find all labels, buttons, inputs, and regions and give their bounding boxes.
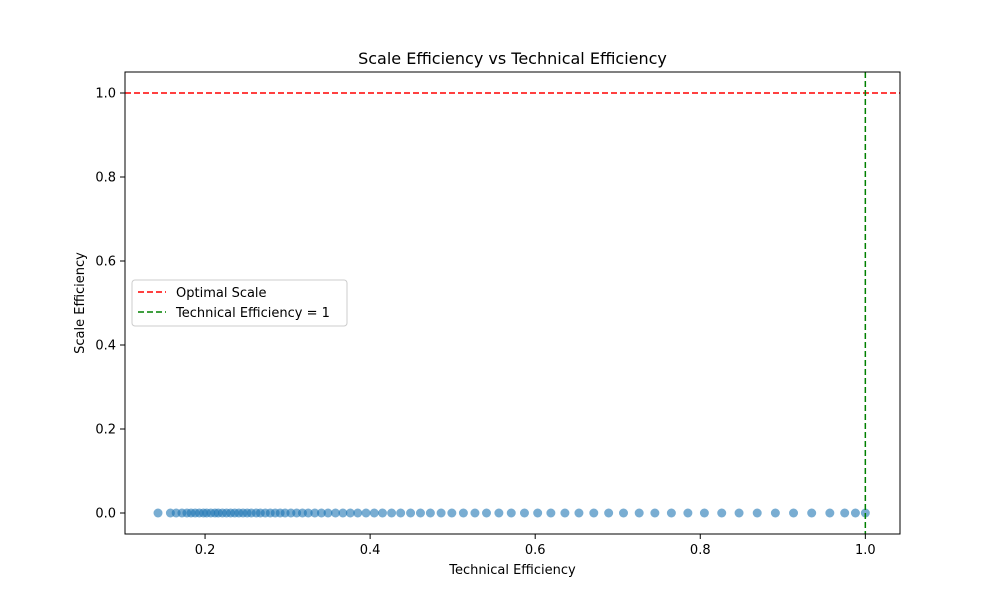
y-tick-label: 0.6 <box>95 255 116 270</box>
data-point <box>666 508 676 518</box>
data-point <box>369 508 379 518</box>
data-point <box>574 508 584 518</box>
data-point <box>458 508 468 518</box>
data-point <box>316 508 326 518</box>
data-point <box>396 508 406 518</box>
data-point <box>734 508 744 518</box>
data-point <box>436 508 446 518</box>
data-point <box>303 508 313 518</box>
data-point <box>589 508 599 518</box>
legend: Optimal Scale Technical Efficiency = 1 <box>131 279 348 327</box>
y-axis: 0.0 0.2 0.4 0.6 0.8 1.0 <box>95 87 125 522</box>
data-point <box>546 508 556 518</box>
data-point <box>506 508 516 518</box>
data-point <box>482 508 492 518</box>
data-point <box>415 508 425 518</box>
data-point <box>789 508 799 518</box>
y-tick-label: 0.0 <box>95 507 116 522</box>
legend-label-optimal-scale: Optimal Scale <box>176 286 267 301</box>
x-tick-label: 1.0 <box>855 543 876 558</box>
data-point <box>533 508 543 518</box>
data-point <box>634 508 644 518</box>
data-point <box>345 508 355 518</box>
data-point <box>447 508 457 518</box>
y-tick-label: 1.0 <box>95 87 116 102</box>
data-point <box>425 508 435 518</box>
data-point <box>825 508 835 518</box>
x-tick-label: 0.8 <box>690 543 711 558</box>
chart-title: Scale Efficiency vs Technical Efficiency <box>358 49 667 68</box>
x-tick-label: 0.6 <box>525 543 546 558</box>
y-axis-title: Scale Efficiency <box>73 252 88 354</box>
data-point <box>807 508 817 518</box>
data-point <box>770 508 780 518</box>
data-point <box>470 508 480 518</box>
reference-lines <box>125 72 900 534</box>
x-axis: 0.2 0.4 0.6 0.8 1.0 <box>195 534 876 558</box>
data-point <box>323 508 333 518</box>
data-point <box>840 508 850 518</box>
y-tick-label: 0.4 <box>95 339 116 354</box>
data-point <box>519 508 529 518</box>
legend-box <box>131 279 348 327</box>
data-point <box>330 508 340 518</box>
data-point <box>560 508 570 518</box>
plot-frame <box>124 71 901 535</box>
data-points <box>153 508 870 518</box>
legend-label-technical-efficiency: Technical Efficiency = 1 <box>175 306 330 321</box>
data-point <box>650 508 660 518</box>
x-tick-label: 0.4 <box>360 543 381 558</box>
data-point <box>604 508 614 518</box>
data-point <box>338 508 348 518</box>
data-point <box>494 508 504 518</box>
y-tick-label: 0.2 <box>95 423 116 438</box>
data-point <box>310 508 320 518</box>
y-tick-label: 0.8 <box>95 171 116 186</box>
data-point <box>153 508 163 518</box>
data-point <box>752 508 762 518</box>
data-point <box>619 508 629 518</box>
data-point <box>406 508 416 518</box>
data-point <box>683 508 693 518</box>
data-point <box>699 508 709 518</box>
data-point <box>378 508 388 518</box>
data-point <box>850 508 860 518</box>
data-point <box>387 508 397 518</box>
x-tick-label: 0.2 <box>195 543 216 558</box>
data-point <box>353 508 363 518</box>
data-point <box>361 508 371 518</box>
data-point <box>717 508 727 518</box>
x-axis-title: Technical Efficiency <box>448 563 576 578</box>
